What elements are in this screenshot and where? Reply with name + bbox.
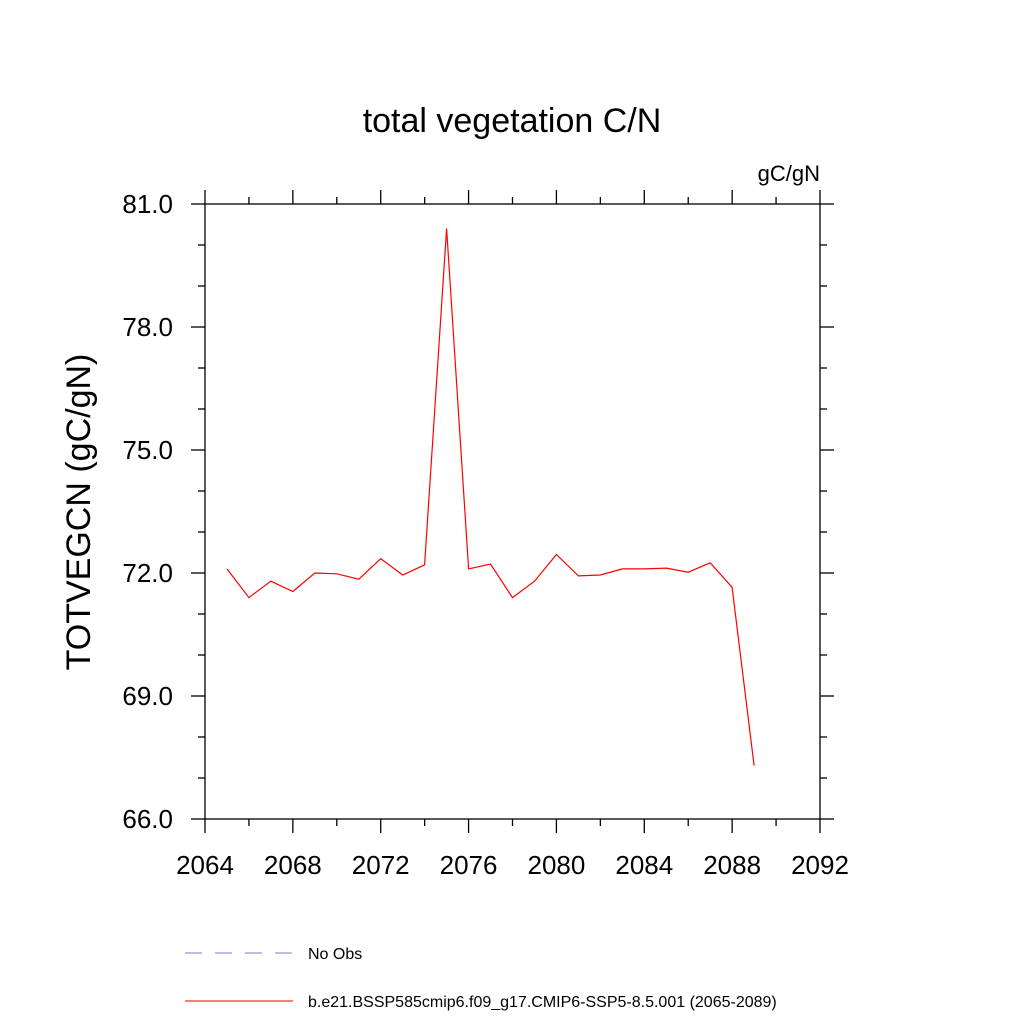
- x-tick-label: 2092: [791, 850, 849, 880]
- chart-title: total vegetation C/N: [363, 102, 662, 140]
- x-tick-label: 2084: [615, 850, 673, 880]
- plot-frame: [204, 203, 821, 820]
- y-tick-label: 69.0: [122, 681, 173, 711]
- y-tick-label: 75.0: [122, 435, 173, 465]
- legend-label: No Obs: [308, 946, 362, 963]
- y-tick-label: 72.0: [122, 558, 173, 588]
- legend: No Obs b.e21.BSSP585cmip6.f09_g17.CMIP6-S…: [185, 946, 777, 1011]
- x-tick-label: 2076: [440, 850, 498, 880]
- ticks-layer: 2064 2068 2072 2076 2080 2084 2088 2092 66.0 69.0…: [122, 189, 849, 880]
- x-tick-label: 2068: [264, 850, 322, 880]
- legend-label: b.e21.BSSP585cmip6.f09_g17.CMIP6-SSP5-8.…: [308, 994, 777, 1011]
- x-tick-label: 2072: [352, 850, 410, 880]
- series-layer: [226, 228, 755, 766]
- series-line: [226, 228, 755, 766]
- y-axis-label: TOTVEGCN (gC/gN): [60, 354, 98, 671]
- x-tick-label: 2088: [703, 850, 761, 880]
- y-tick-label: 78.0: [122, 312, 173, 342]
- x-tick-label: 2080: [528, 850, 586, 880]
- y-tick-label: 66.0: [122, 804, 173, 834]
- units-label: gC/gN: [758, 161, 820, 186]
- y-tick-label: 81.0: [122, 189, 173, 219]
- x-tick-label: 2064: [176, 850, 234, 880]
